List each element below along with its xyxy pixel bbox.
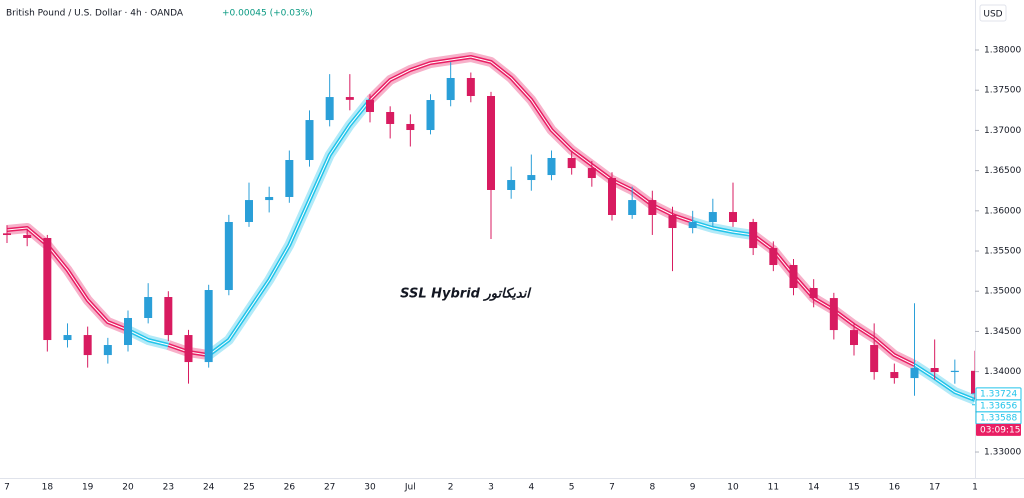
candle-body: [688, 221, 697, 229]
price-tag-label: 1.33724: [980, 389, 1017, 399]
x-tick-label: 2: [448, 483, 454, 493]
candle-body: [144, 297, 153, 318]
y-tick-label: 1.34500: [984, 327, 1021, 337]
candle-body: [829, 298, 838, 331]
candle-body: [83, 335, 92, 356]
candle-body: [466, 77, 475, 97]
candle-body: [547, 157, 556, 176]
x-tick-label: 10: [727, 483, 739, 493]
y-tick-label: 1.36000: [984, 206, 1021, 216]
chart-title: British Pound / U.S. Dollar · 4h · OANDA: [6, 9, 184, 19]
candle-body: [870, 345, 879, 373]
y-tick-label: 1.37500: [984, 86, 1021, 96]
candle-body: [527, 175, 536, 181]
candle-body: [23, 235, 32, 238]
x-tick-label: 24: [203, 483, 215, 493]
x-tick-label: 3: [488, 483, 494, 493]
candle-body: [971, 370, 975, 394]
candle-body: [184, 335, 193, 363]
candle-body: [648, 200, 657, 215]
candle-body: [587, 168, 596, 179]
x-tick-label: 19: [82, 483, 94, 493]
x-tick-label: 17: [929, 483, 940, 493]
x-tick-label: 20: [122, 483, 134, 493]
candle-body: [608, 178, 616, 215]
candle-body: [426, 100, 435, 131]
y-tick-label: 1.35500: [984, 247, 1021, 257]
x-tick-label: 8: [649, 483, 655, 493]
band-core: [127, 99, 975, 401]
countdown: 03:09:15: [980, 425, 1020, 435]
y-tick-label: 1.38000: [984, 46, 1021, 56]
candle-body: [950, 370, 959, 373]
x-tick-label: 7: [4, 483, 10, 493]
change: +0.00045 (+0.03%): [222, 9, 313, 19]
candle-body: [124, 317, 132, 346]
y-tick-label: 1.33000: [984, 448, 1021, 458]
x-tick-label: 7: [609, 483, 615, 493]
candle-body: [43, 237, 52, 341]
candle-body: [285, 160, 294, 197]
candle-body: [769, 248, 778, 266]
candle-body: [103, 345, 112, 356]
x-tick-label: 4: [528, 483, 534, 493]
countdown-box: [976, 423, 1021, 436]
y-tick-label: 1.34000: [984, 367, 1021, 377]
x-tick-label: 15: [848, 483, 859, 493]
x-tick-label: 14: [808, 483, 820, 493]
candle-body: [245, 200, 253, 222]
candle-body: [204, 290, 213, 363]
candle-body: [366, 99, 374, 113]
candle-body: [265, 196, 274, 201]
candle-body: [930, 368, 939, 373]
candle-body: [749, 221, 758, 249]
candle-body: [668, 214, 677, 229]
x-tick-label: 11: [768, 483, 779, 493]
y-tick-label: 1.36500: [984, 166, 1021, 176]
x-tick-label: 5: [569, 483, 575, 493]
y-tick-label: 1.35000: [984, 287, 1021, 297]
x-tick-label: 16: [889, 483, 901, 493]
candle-body: [63, 335, 72, 341]
x-tick-label: 25: [243, 483, 254, 493]
candle-body: [345, 97, 354, 100]
plot: [3, 52, 975, 405]
candle-body: [224, 221, 233, 291]
candle-body: [890, 372, 899, 379]
candle-body: [386, 112, 395, 124]
x-tick-label: 26: [284, 483, 296, 493]
candle-body: [446, 77, 455, 101]
x-tick-label: 23: [163, 483, 174, 493]
currency-box[interactable]: [979, 4, 1007, 22]
candle-body: [628, 200, 637, 215]
annotation: SSL Hybrid اندیکاتور: [400, 287, 532, 302]
x-tick-label: 27: [324, 483, 335, 493]
candle-body: [567, 157, 576, 169]
candle-body: [507, 180, 516, 190]
x-tick-label: 1: [972, 483, 978, 493]
candle-body: [305, 120, 314, 161]
candle-body: [910, 368, 919, 379]
x-tick-label: Jul: [404, 483, 416, 493]
candle-body: [850, 330, 858, 346]
price-tag-label: 1.33656: [980, 401, 1017, 411]
candle-body: [729, 212, 737, 222]
candle-body: [3, 233, 11, 236]
currency[interactable]: USD: [983, 10, 1002, 20]
y-tick-label: 1.37000: [984, 126, 1021, 136]
price-tag-label: 1.33588: [980, 413, 1017, 423]
candle-body: [487, 96, 495, 190]
x-tick-label: 18: [42, 483, 54, 493]
candle-body: [325, 97, 334, 121]
candle-body: [809, 288, 818, 299]
candle-body: [789, 265, 798, 289]
x-tick-label: 30: [364, 483, 376, 493]
candle-body: [708, 212, 717, 222]
x-tick-label: 9: [690, 483, 696, 493]
candle-body: [164, 297, 173, 336]
candle-body: [406, 123, 415, 131]
